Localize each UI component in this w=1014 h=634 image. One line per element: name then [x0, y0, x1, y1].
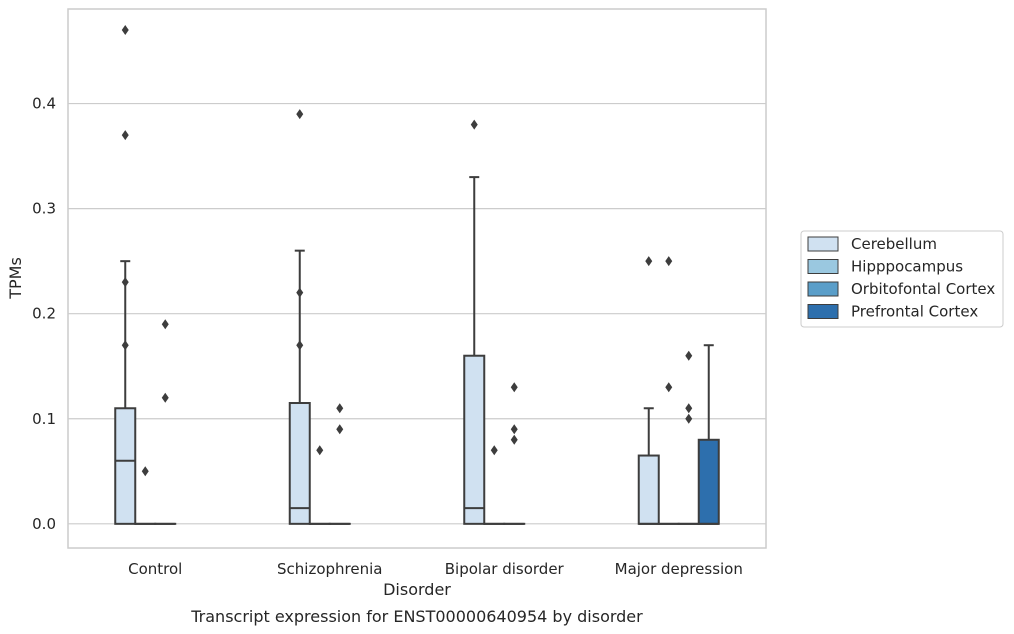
box-hipppocampus — [134, 466, 157, 525]
box-orbitofontal-cortex — [154, 319, 177, 525]
y-tick-label: 0.1 — [32, 410, 56, 428]
legend-label: Prefrontal Cortex — [851, 303, 978, 321]
box-iqr — [637, 454, 660, 525]
outlier-point — [161, 319, 169, 330]
x-axis-label: Disorder — [383, 580, 451, 599]
boxes — [114, 25, 720, 525]
box-hipppocampus — [657, 256, 680, 525]
box-iqr — [114, 407, 137, 525]
outlier-point — [510, 424, 518, 435]
box-iqr — [697, 438, 720, 525]
box-orbitofontal-cortex — [503, 382, 526, 525]
outlier-point — [645, 256, 653, 267]
box-cerebellum — [288, 109, 311, 525]
legend-swatch — [807, 281, 839, 297]
outlier-point — [141, 466, 149, 477]
outlier-point — [685, 350, 693, 361]
plot-frame — [67, 8, 767, 549]
legend-frame — [800, 230, 1004, 328]
outlier-point — [316, 445, 324, 456]
outlier-point — [665, 256, 673, 267]
outlier-point — [121, 277, 129, 288]
y-tick-label: 0.0 — [32, 515, 56, 533]
x-tick-label: Control — [128, 560, 182, 578]
plot-area — [68, 9, 766, 548]
y-tick-label: 0.4 — [32, 95, 56, 113]
figure-caption: Transcript expression for ENST0000064095… — [190, 607, 643, 626]
outlier-point — [336, 424, 344, 435]
outlier-point — [470, 119, 478, 130]
x-tick-labels: Control Schizophrenia Bipolar disorder Majo… — [128, 560, 743, 578]
outlier-point — [665, 382, 673, 393]
outlier-point — [685, 413, 693, 424]
x-tick-label: Major depression — [615, 560, 743, 578]
y-tick-label: 0.3 — [32, 200, 56, 218]
y-tick-label: 0.2 — [32, 305, 56, 323]
outlier-point — [296, 287, 304, 298]
outlier-point — [510, 382, 518, 393]
outlier-point — [685, 403, 693, 414]
box-prefrontal-cortex — [697, 344, 720, 525]
y-axis-label: TPMs — [6, 257, 25, 300]
outlier-point — [336, 403, 344, 414]
box-cerebellum — [637, 256, 660, 525]
legend-label: Orbitofontal Cortex — [851, 280, 995, 298]
legend: Cerebellum Hipppocampus Orbitofontal Corte… — [800, 230, 1004, 328]
outlier-point — [121, 130, 129, 141]
outlier-point — [161, 392, 169, 403]
outlier-point — [121, 340, 129, 351]
outlier-point — [296, 109, 304, 120]
box-cerebellum — [463, 119, 486, 525]
y-tick-labels: 0.0 0.1 0.2 0.3 0.4 — [32, 95, 56, 533]
legend-label: Cerebellum — [851, 235, 937, 253]
box-hipppocampus — [483, 445, 506, 525]
outlier-point — [121, 25, 129, 36]
legend-swatch — [807, 259, 839, 274]
outlier-point — [510, 434, 518, 445]
outlier-point — [490, 445, 498, 456]
box-cerebellum — [114, 25, 137, 525]
x-tick-label: Schizophrenia — [277, 560, 382, 578]
outlier-point — [296, 340, 304, 351]
legend-label: Hipppocampus — [851, 258, 963, 276]
legend-swatch — [807, 304, 839, 319]
box-orbitofontal-cortex — [328, 403, 351, 525]
box-iqr — [463, 354, 486, 525]
legend-swatch — [807, 236, 839, 252]
x-tick-label: Bipolar disorder — [445, 560, 565, 578]
box-iqr — [288, 402, 311, 525]
